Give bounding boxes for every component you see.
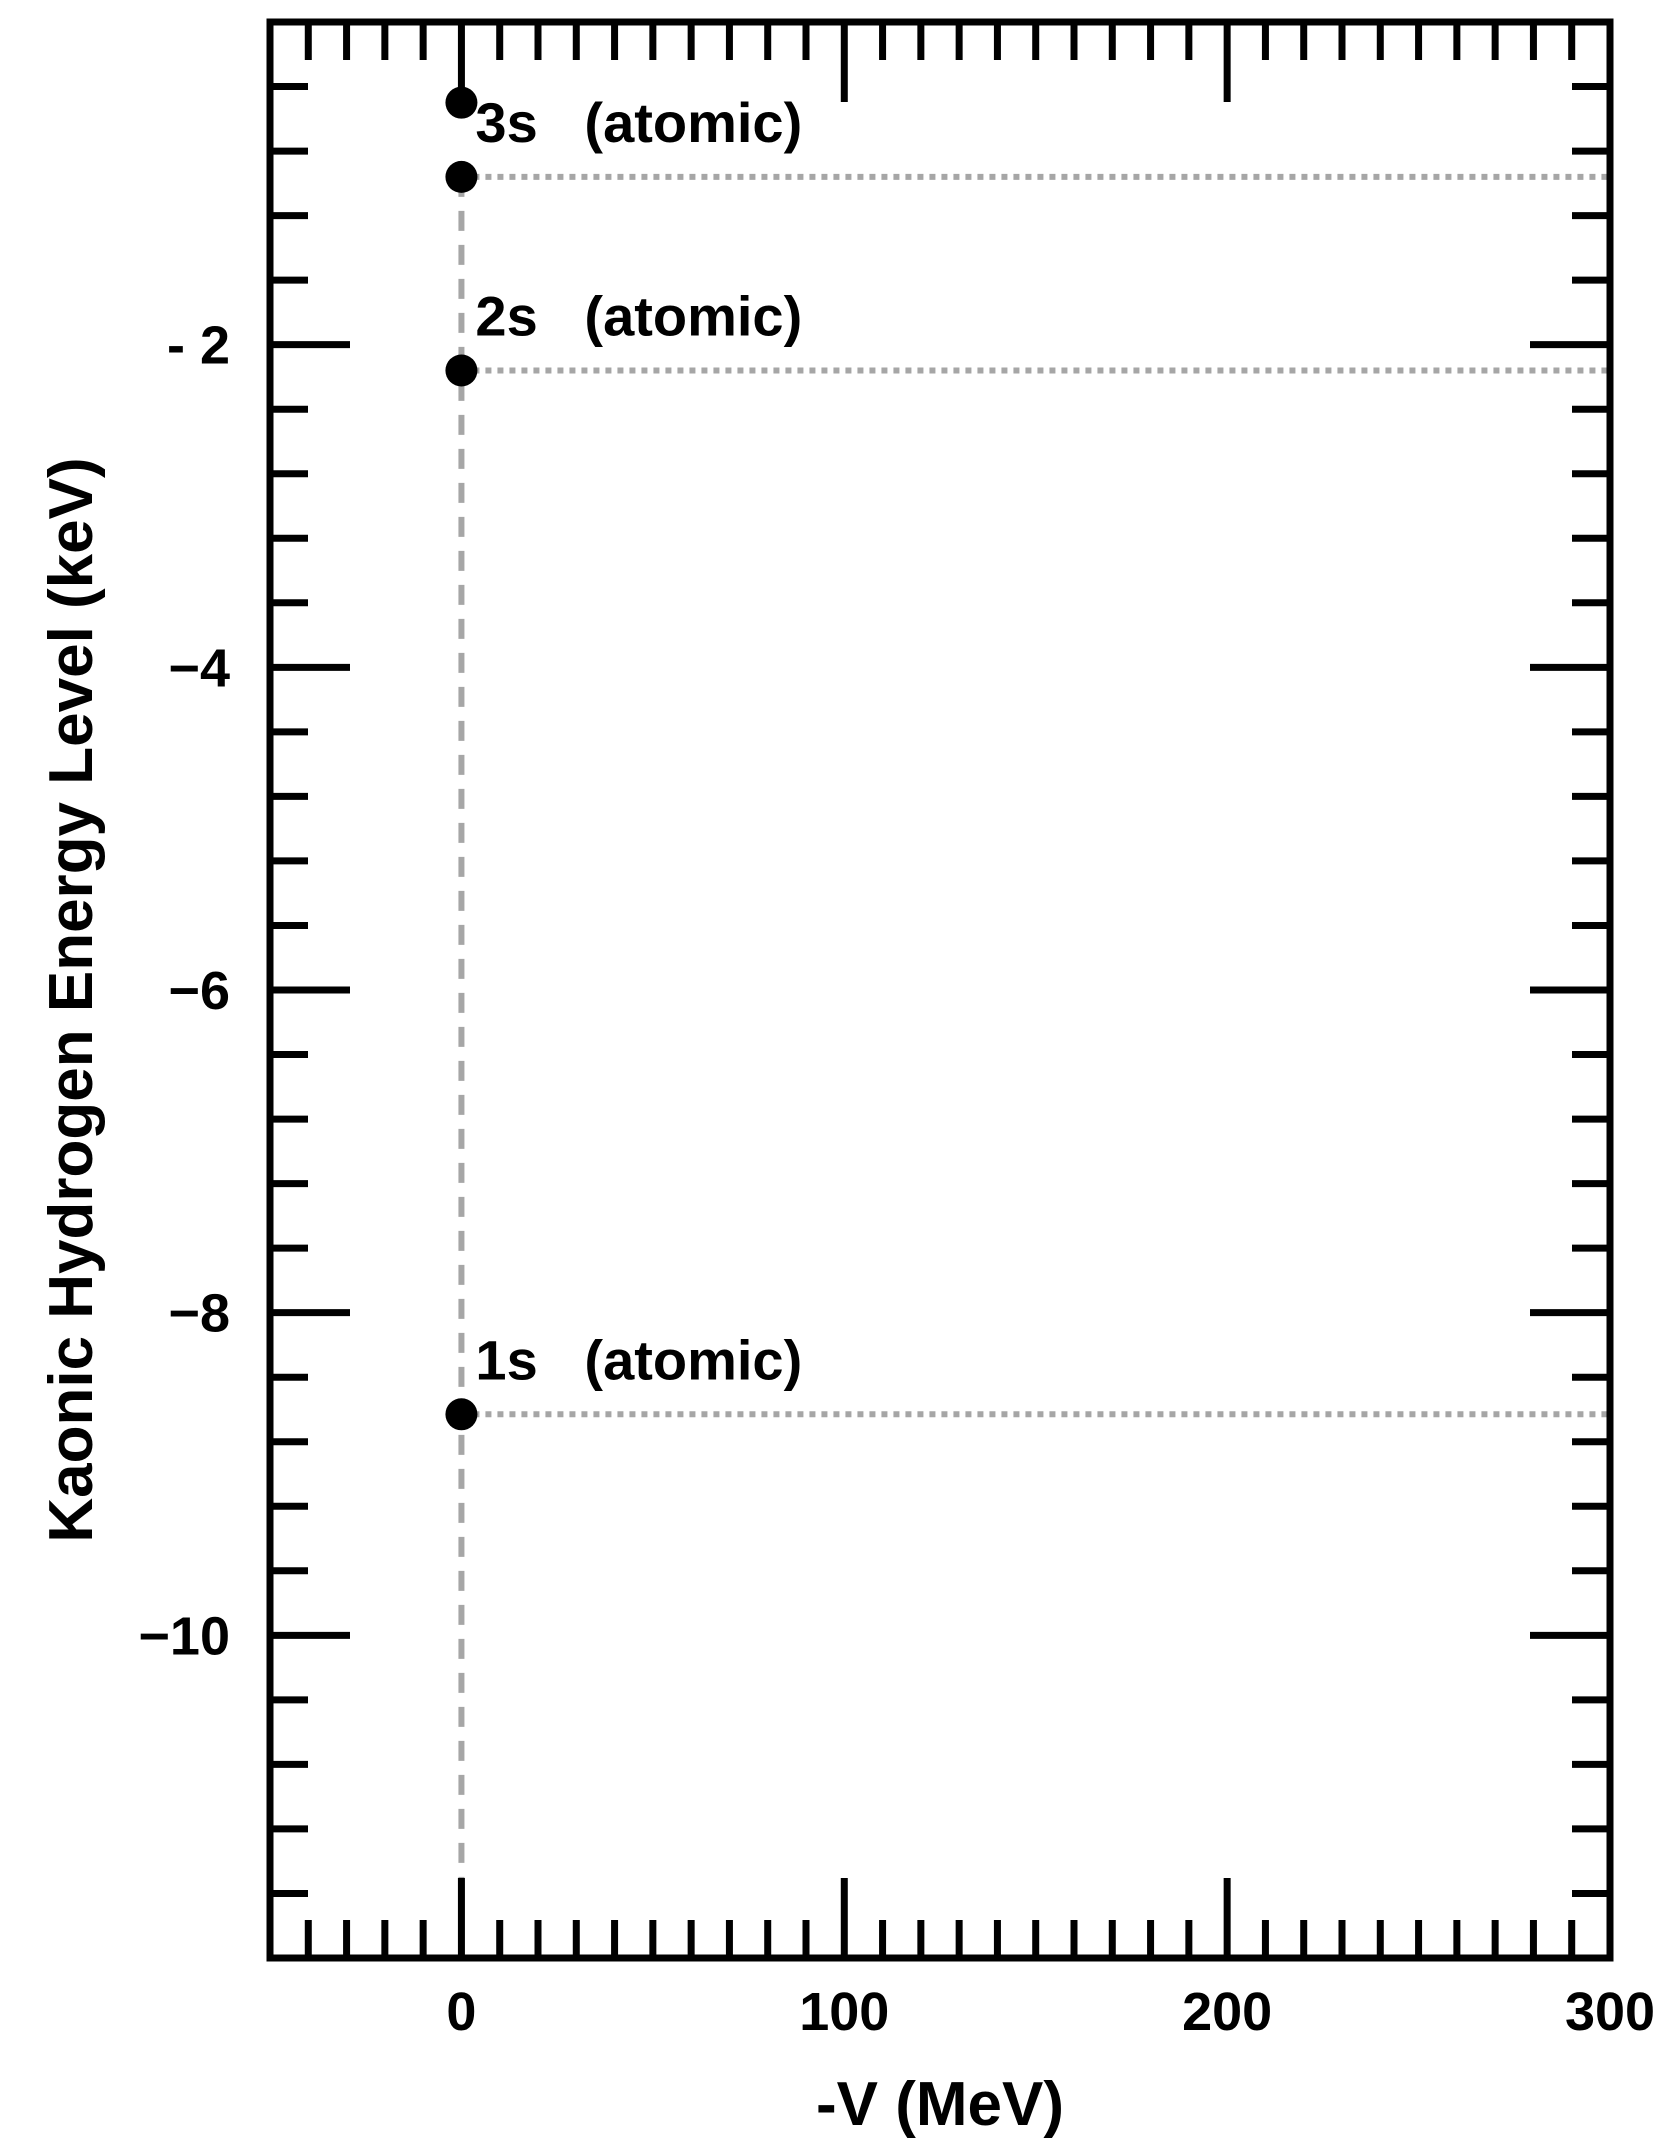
x-axis-title: -V (MeV) xyxy=(816,2070,1064,2139)
data-point xyxy=(445,354,478,387)
point-label-type: (atomic) xyxy=(584,91,802,154)
y-tick-label: −8 xyxy=(168,1284,230,1344)
x-tick-label: 0 xyxy=(446,1982,476,2042)
point-label-state: 2s xyxy=(475,284,537,347)
data-point xyxy=(445,86,478,119)
point-label-type: (atomic) xyxy=(584,1328,802,1391)
point-label-state: 1s xyxy=(475,1328,537,1391)
y-tick-label: −10 xyxy=(138,1606,230,1666)
y-tick-label: −6 xyxy=(168,961,230,1021)
point-label-type: (atomic) xyxy=(584,284,802,347)
x-tick-label: 100 xyxy=(799,1982,889,2042)
data-point xyxy=(445,160,478,193)
y-axis-title: Kaonic Hydrogen Energy Level (keV) xyxy=(37,457,106,1542)
x-tick-label: 200 xyxy=(1182,1982,1272,2042)
plot-frame xyxy=(266,18,1614,1962)
axis-ticks xyxy=(270,22,1610,1958)
data-point xyxy=(445,1398,478,1431)
reference-lines xyxy=(458,173,1610,1958)
y-tick-label: - 2 xyxy=(167,316,230,376)
point-label-state: 3s xyxy=(475,91,537,154)
data-points xyxy=(445,86,478,1431)
x-tick-label: 300 xyxy=(1565,1982,1655,2042)
point-labels: 3s (atomic) 2s (atomic) 1s (atomic) xyxy=(475,91,802,1391)
tick-labels: 0 100 200 300 - 2 −4 −6 −8 −10 xyxy=(138,316,1655,2042)
y-tick-label: −4 xyxy=(168,638,230,698)
